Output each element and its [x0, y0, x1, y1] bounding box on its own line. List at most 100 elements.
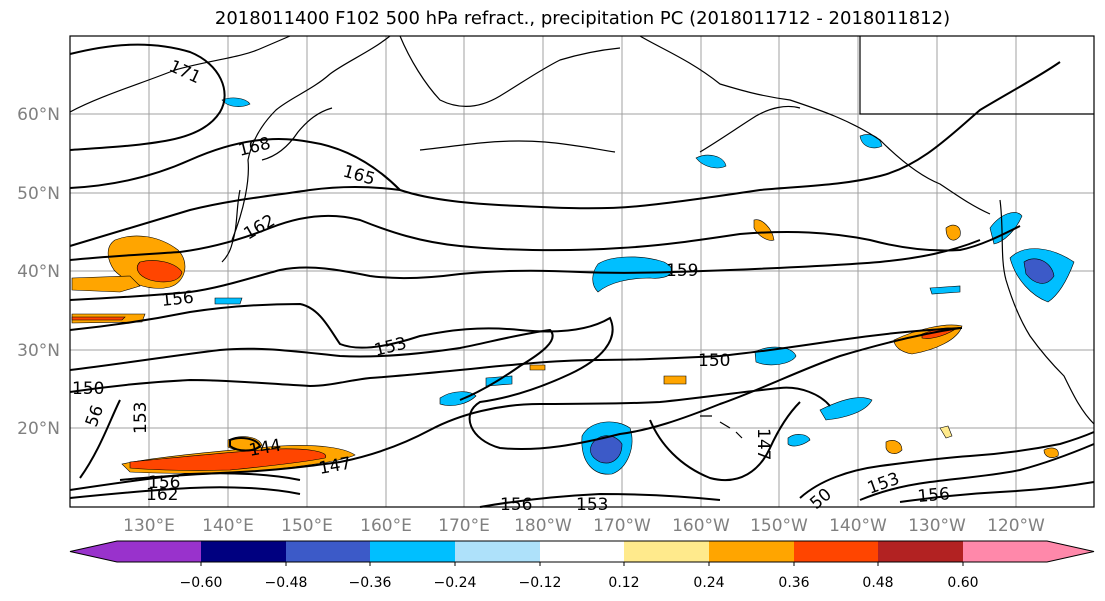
colorbar-extend-high [1047, 541, 1094, 562]
colorbar-swatch [540, 541, 624, 562]
lat-label: 50°N [17, 184, 60, 204]
contour-147b [649, 401, 801, 481]
longitude-labels: 130°E 140°E 150°E 160°E 170°E 180°W 170°… [123, 516, 1045, 536]
precip-area-positive [939, 425, 953, 439]
colorbar-swatch [455, 541, 540, 562]
contour-label: 153 [576, 495, 608, 515]
precip-area-negative [214, 297, 243, 305]
colorbar-tick-label: 0.12 [608, 575, 639, 591]
coastline-alaska-south [699, 105, 801, 153]
contour-southwest-bunch [69, 399, 301, 499]
colorbar-swatch [286, 541, 370, 562]
colorbar-swatch [963, 541, 1047, 562]
lon-label: 140°W [829, 516, 887, 536]
coastline-alaska [639, 35, 991, 215]
height-contours [69, 43, 1095, 508]
colorbar-outline [69, 540, 1095, 563]
lon-label: 170°E [438, 516, 490, 536]
lon-label: 120°W [987, 516, 1045, 536]
precip-area-negative [590, 435, 623, 464]
contour-label: 153 [131, 402, 151, 434]
precip-area-positive [885, 440, 903, 454]
colorbar-tick-label: 0.36 [778, 575, 809, 591]
colorbar-swatches [69, 540, 1095, 566]
contour-label: 150 [72, 379, 104, 399]
lon-label: 150°W [750, 516, 808, 536]
precip-shading [71, 97, 1075, 475]
contour-label: 147 [753, 428, 773, 460]
precip-area-positive [129, 448, 327, 471]
precip-area-positive [945, 224, 961, 241]
colorbar-tick-label: −0.60 [180, 575, 223, 591]
precip-area-positive [1043, 447, 1059, 458]
precip-area-negative [1023, 258, 1055, 284]
coastline-sakhalin [221, 189, 241, 263]
lon-label: 160°E [360, 516, 412, 536]
contour-171 [69, 43, 226, 151]
colorbar-tick-label: −0.24 [434, 575, 477, 591]
contour-label: 156 [917, 484, 951, 507]
colorbar-swatch [370, 541, 455, 562]
precip-area-negative [819, 397, 873, 421]
colorbar-extend-low [70, 541, 117, 562]
colorbar-tick-label: −0.48 [265, 575, 308, 591]
contour-label: 156 [160, 288, 194, 311]
precip-area-negative [929, 285, 961, 295]
precip-area-positive [71, 275, 141, 293]
lon-label: 160°W [672, 516, 730, 536]
lon-label: 130°E [123, 516, 175, 536]
contour-label: 150 [698, 351, 730, 371]
coastline-hawaii [700, 415, 743, 439]
lon-label: 140°E [202, 516, 254, 536]
colorbar-tick-label: 0.60 [947, 575, 978, 591]
colorbar-tick-labels: −0.60 −0.48 −0.36 −0.24 −0.12 0.12 0.24 … [180, 575, 979, 591]
coastline-kamchatka [231, 35, 391, 241]
map-frame [69, 35, 1095, 508]
precip-area-positive [137, 260, 183, 283]
lat-label: 60°N [17, 105, 60, 125]
precip-area-negative [592, 256, 673, 293]
colorbar-swatch [878, 541, 963, 562]
colorbar-swatch [201, 541, 286, 562]
contour-162 [69, 214, 1021, 261]
contour-label: 159 [666, 261, 698, 281]
precip-area-negative [787, 434, 811, 447]
coastline-bering [399, 35, 621, 107]
precip-area-negative [439, 391, 477, 406]
colorbar-tick-label: −0.12 [519, 575, 562, 591]
colorbar-tick-label: 0.48 [862, 575, 893, 591]
lat-label: 40°N [17, 262, 60, 282]
contour-label: 156 [148, 473, 180, 493]
coastline-kamchatka-peninsula [261, 107, 333, 161]
contour-150 [69, 327, 963, 393]
precip-area-negative [221, 97, 251, 107]
lon-label: 150°E [281, 516, 333, 536]
contour-165 [69, 186, 401, 247]
lon-label: 130°W [908, 516, 966, 536]
colorbar-swatch [794, 541, 878, 562]
precip-area-positive [529, 364, 546, 371]
contour-156 [69, 302, 961, 451]
lon-label: 170°W [593, 516, 651, 536]
contour-156b [479, 481, 1095, 508]
contour-153b [859, 443, 1095, 501]
colorbar: −0.60 −0.48 −0.36 −0.24 −0.12 0.12 0.24 … [69, 540, 1095, 591]
lat-label: 30°N [17, 341, 60, 361]
precip-area-negative [695, 154, 727, 169]
colorbar-tick-label: 0.24 [693, 575, 724, 591]
coastline-canada-north [859, 36, 1094, 115]
contour-144 [229, 437, 262, 452]
contour-147 [119, 386, 831, 481]
colorbar-swatch [117, 541, 201, 562]
contour-150b [799, 431, 1095, 499]
chart-title: 2018011400 F102 500 hPa refract., precip… [214, 8, 951, 29]
coastline-west-us [999, 199, 1095, 425]
coastline-asia [69, 35, 291, 113]
contour-label: 156 [500, 495, 532, 515]
coastlines [69, 35, 1095, 439]
precip-area-positive [71, 316, 126, 321]
colorbar-tick-label: −0.36 [349, 575, 392, 591]
precip-area-positive [663, 375, 687, 385]
contour-label: 162 [146, 485, 178, 505]
